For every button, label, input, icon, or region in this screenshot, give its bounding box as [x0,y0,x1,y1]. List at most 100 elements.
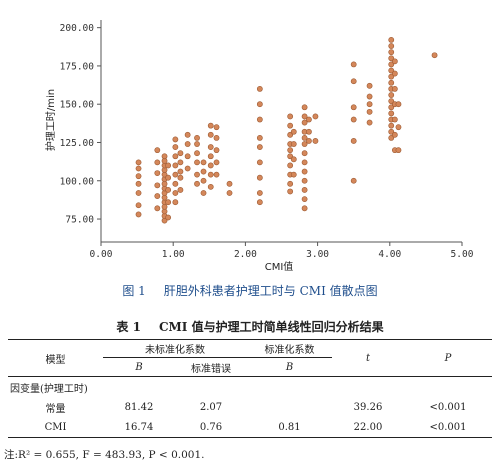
scatter-point [388,37,395,43]
scatter-point [388,92,395,98]
scatter-point [312,138,319,144]
row-name: CMI [44,421,67,433]
scatter-point [184,165,191,172]
scatter-point [172,144,179,150]
scatter-point [165,199,172,206]
scatter-point [172,153,179,160]
scatter-point [388,61,395,68]
scatter-point [366,93,373,100]
scatter-point [388,73,395,80]
scatter-point [391,131,398,138]
cell-t: 22.00 [353,421,383,433]
header-p: P [444,352,452,364]
header-b-std: B [285,361,294,373]
figure-title: 肝胆外科患者护理工时与 CMI 值散点图 [163,284,378,298]
scatter-point [306,138,312,144]
scatter-point [172,136,179,143]
scatter-point [194,171,200,178]
scatter-point [256,199,263,206]
x-tick-label: 0.00 [90,249,113,260]
scatter-point [165,214,172,221]
scatter-point [200,190,207,196]
figure-number: 图 1 [122,284,146,298]
scatter-point [388,67,395,74]
scatter-point [177,150,184,157]
scatter-point [165,162,172,169]
scatter-point [395,101,402,108]
y-tick-label: 100.00 [60,176,95,187]
scatter-point [184,153,191,160]
scatter-point [388,98,395,105]
scatter-point [135,180,142,187]
scatter-point [306,128,312,135]
header-model: 模型 [45,354,66,366]
scatter-point [177,174,184,181]
scatter-point [172,180,179,187]
scatter-point [154,147,161,154]
scatter-point [366,108,373,115]
cell-b: 81.42 [124,401,154,413]
scatter-point [256,159,263,166]
y-tick-label: 175.00 [60,61,95,72]
scatter-point [172,190,179,196]
scatter-point [194,150,200,157]
scatter-point [312,113,319,120]
section-label: 因变量(护理工时) [10,383,88,395]
scatter-point [226,190,233,196]
chart-axes [100,20,462,243]
scatter-point [154,205,161,212]
scatter-point [301,113,308,120]
scatter-point [350,177,357,184]
table-note: 注:R² = 0.655, F = 483.93, P < 0.001. [4,449,205,461]
header-se: 标准错误 [191,363,231,375]
scatter-point [301,150,308,157]
scatter-point [226,180,233,187]
scatter-point [154,182,161,189]
scatter-point [395,124,402,131]
scatter-point [207,122,214,129]
scatter-point [184,141,191,147]
scatter-point [391,70,398,77]
scatter-point [391,85,398,92]
y-tick-label: 75.00 [65,215,94,226]
scatter-point [350,78,357,85]
scatter-point [388,128,395,135]
scatter-point [200,177,207,184]
y-tick-label: 125.00 [60,138,95,149]
chart-ticks: 0.00 1.00 2.00 3.00 4.00 5.00 75.00 100.00 125.0… [60,23,474,260]
scatter-chart: 0.00 1.00 2.00 3.00 4.00 5.00 75.00 100.00 125.0… [44,20,474,273]
scatter-point [200,168,207,175]
scatter-point [287,113,294,120]
scatter-point [256,174,263,181]
cell-se: 2.07 [199,401,223,413]
scatter-point [350,104,357,111]
header-standardized: 标准化系数 [247,339,332,358]
scatter-point [207,131,214,138]
scatter-point [256,134,263,141]
scatter-point [184,131,191,138]
scatter-point [135,159,142,166]
scatter-point [301,119,308,126]
cell-std-b [247,397,332,417]
scatter-point [388,104,395,111]
scatter-point [301,104,308,111]
scatter-point [287,180,294,187]
scatter-point [350,116,357,123]
scatter-point [391,58,398,65]
scatter-point [431,52,438,59]
scatter-point [207,144,214,150]
x-tick-label: 1.00 [162,249,185,260]
x-tick-label: 4.00 [378,249,401,260]
scatter-point [350,138,357,144]
scatter-point [287,188,294,195]
scatter-point [301,205,308,212]
scatter-point [301,196,308,203]
scatter-point [256,116,263,123]
scatter-point [301,159,308,166]
scatter-point [366,101,373,108]
scatter-point [194,141,200,147]
scatter-point [213,124,220,131]
scatter-point [154,170,161,177]
scatter-point [154,193,161,199]
scatter-point [154,159,161,166]
